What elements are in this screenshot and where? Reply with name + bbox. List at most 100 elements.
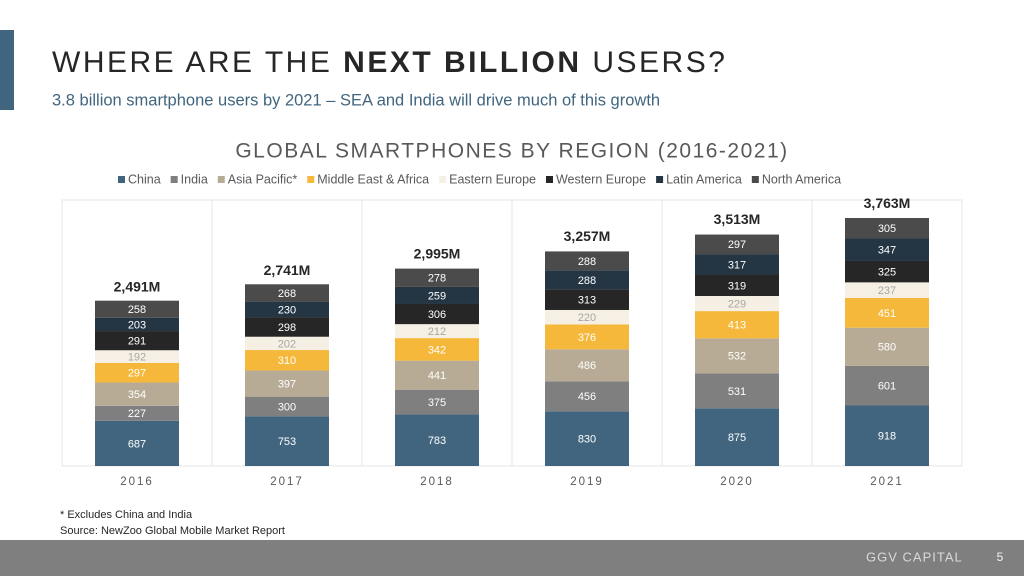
bar-segment [845,260,929,283]
segment-label: 354 [128,389,146,401]
segment-label: 413 [728,320,746,332]
bar-segment [545,309,629,325]
legend-swatch [118,176,125,183]
segment-label: 288 [578,275,596,287]
bar-segment [545,289,629,310]
x-tick-label: 2019 [570,476,604,488]
bar-segment [545,411,629,466]
bar-segment [245,284,329,302]
subtitle: 3.8 billion smartphone users by 2021 – S… [52,91,660,109]
segment-label: 306 [428,309,446,321]
legend-label: Middle East & Africa [317,172,429,186]
segment-label: 456 [578,391,596,403]
segment-label: 783 [428,435,446,447]
bar-segment [395,360,479,390]
legend-label: Asia Pacific* [228,172,298,186]
x-tick-label: 2018 [420,476,454,488]
bar-segment [545,349,629,382]
bar-segment [245,301,329,318]
segment-label: 212 [428,326,446,338]
bar-segment [845,282,929,298]
logo: GGV CAPITAL [866,549,963,564]
bar-segment [695,274,779,297]
bar-segment [845,218,929,239]
bar-segment [245,317,329,337]
bar-segment [95,317,179,332]
segment-label: 313 [578,295,596,307]
segment-label: 486 [578,360,596,372]
segment-label: 875 [728,432,746,444]
bar-segment [545,251,629,271]
bar-segment [95,382,179,406]
segment-label: 258 [128,304,146,316]
segment-label: 317 [728,259,746,271]
legend-swatch [217,176,225,183]
bar-segment [695,234,779,255]
segment-label: 310 [278,355,296,367]
bar-segment [245,416,329,466]
segment-label: 229 [728,298,746,310]
bar-segment [245,396,329,417]
segment-label: 203 [128,319,146,331]
bar-segment [695,408,779,466]
segment-label: 580 [878,342,896,354]
bar-segment [695,373,779,409]
segment-label: 325 [878,267,896,279]
segment-label: 687 [128,438,146,450]
segment-label: 298 [278,322,296,334]
bar-segment [95,331,179,351]
legend-label: China [128,172,161,186]
segment-label: 230 [278,304,296,316]
segment-label: 319 [728,280,746,292]
footer-bar [0,540,1024,576]
total-label: 3,257M [564,228,611,244]
bar-segment [245,350,329,371]
bar-segment [395,338,479,361]
legend-swatch [170,176,178,183]
x-tick-label: 2017 [270,476,304,488]
bar-segment [395,303,479,325]
segment-label: 202 [278,338,296,350]
legend: China India Asia Pacific* Middle East & Afr… [118,172,841,186]
bar-segment [695,311,779,339]
bar-segment [95,405,179,421]
segment-label: 531 [728,386,746,398]
footnote: * Excludes China and India [60,509,193,521]
total-label: 2,995M [414,245,461,261]
bar-segment [845,297,929,328]
segment-label: 278 [428,273,446,285]
bar-segment [845,238,929,261]
bar-segment [545,270,629,290]
segment-label: 297 [128,368,146,380]
segment-label: 268 [278,288,296,300]
segment-label: 375 [428,397,446,409]
title-part: NEXT BILLION [343,46,581,79]
bar-segment [845,365,929,406]
segment-label: 259 [428,290,446,302]
segment-label: 347 [878,244,896,256]
bar-segment [395,286,479,304]
bar-segment [845,405,929,466]
segment-label: 451 [878,308,896,320]
legend-label: Latin America [666,172,742,186]
total-label: 2,741M [264,262,311,278]
bar-segment [695,296,779,312]
legend-label: North America [762,172,841,186]
segment-label: 441 [428,370,446,382]
segment-label: 237 [878,285,896,297]
bar-segment [245,336,329,351]
bar-segment [845,327,929,366]
bar-segment [395,389,479,415]
segment-label: 288 [578,256,596,268]
bar-segment [245,370,329,397]
legend-swatch [545,176,553,183]
accent-bar [0,30,14,110]
plot: 687 227 354 297 192 291 203 258 2,491M 2016 753 300… [95,195,929,488]
title-part: WHERE ARE THE [52,46,332,79]
segment-label: 601 [878,381,896,393]
bar-segment [545,381,629,412]
segment-label: 297 [728,239,746,251]
segment-label: 291 [128,336,146,348]
bar-segment [95,350,179,363]
segment-label: 918 [878,431,896,443]
